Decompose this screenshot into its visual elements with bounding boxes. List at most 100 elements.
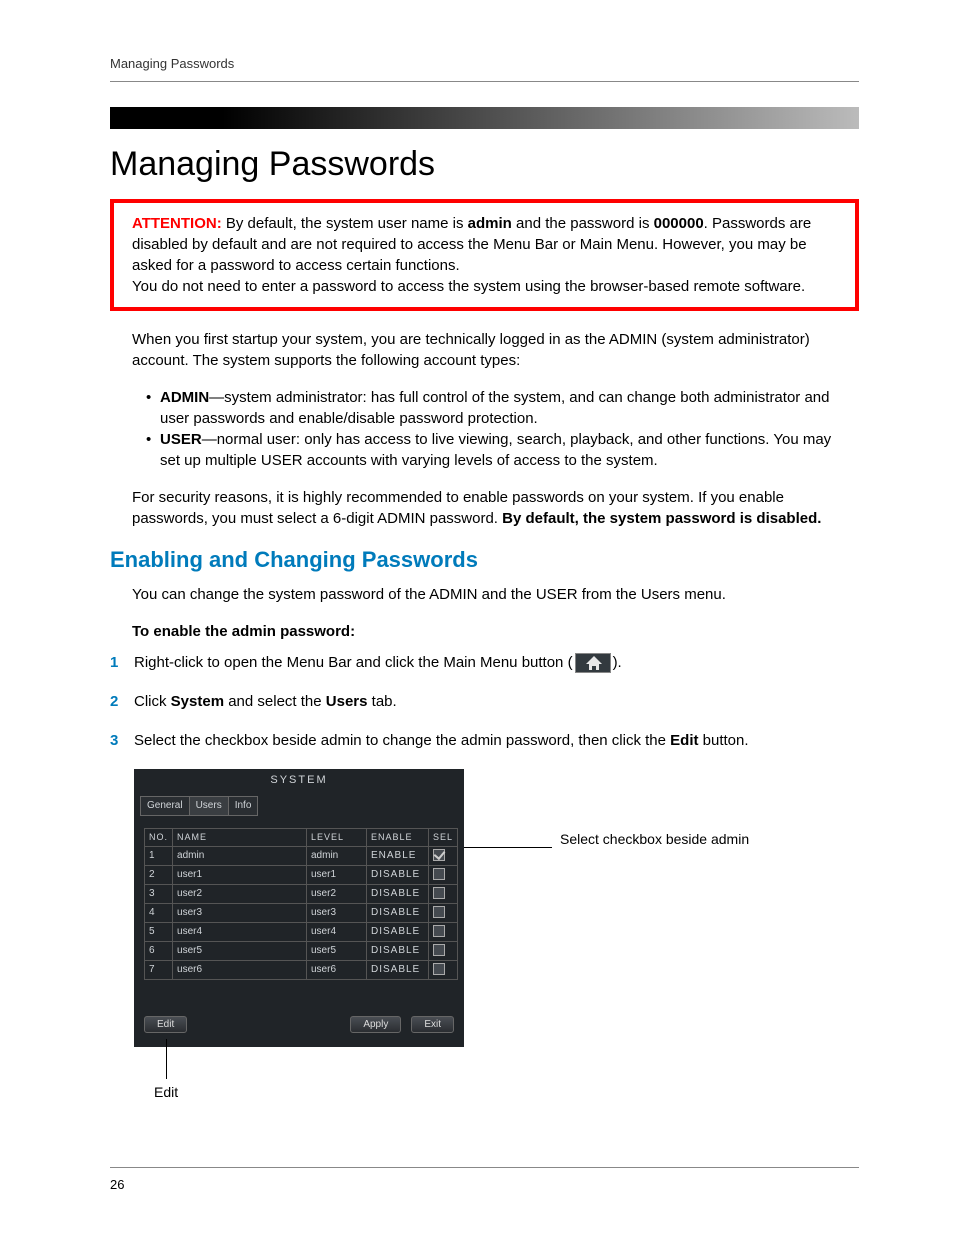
cell-enable: DISABLE (366, 866, 428, 885)
table-row: 1adminadminENABLE (145, 847, 458, 866)
list-item: • ADMIN—system administrator: has full c… (146, 387, 837, 429)
checkbox[interactable] (433, 944, 445, 956)
table-header-row: NO. NAME LEVEL ENABLE SEL (145, 829, 458, 847)
list-item: • USER—normal user: only has access to l… (146, 429, 837, 471)
step-text: ). (613, 654, 622, 671)
cell-no: 3 (145, 885, 173, 904)
step-text: Select the checkbox beside admin to chan… (134, 732, 670, 749)
cell-sel (428, 942, 457, 961)
cell-name: user4 (173, 923, 307, 942)
cell-no: 1 (145, 847, 173, 866)
cell-sel (428, 847, 457, 866)
checkbox[interactable] (433, 963, 445, 975)
bullet-text: —system administrator: has full control … (160, 389, 829, 427)
home-icon (575, 653, 611, 673)
step-bold: Edit (670, 732, 698, 749)
cell-name: user1 (173, 866, 307, 885)
cell-name: user3 (173, 904, 307, 923)
cell-name: user5 (173, 942, 307, 961)
col-name: NAME (173, 829, 307, 847)
figure-area: SYSTEM General Users Info NO. NAME LEVEL… (134, 769, 859, 1047)
apply-button[interactable]: Apply (350, 1016, 401, 1033)
account-type-list: • ADMIN—system administrator: has full c… (146, 387, 837, 471)
cell-enable: DISABLE (366, 904, 428, 923)
table-row: 4user3user3DISABLE (145, 904, 458, 923)
bullet-icon: • (146, 429, 160, 471)
step-text: and select the (224, 693, 326, 710)
step-bold: System (171, 693, 224, 710)
edit-callout: Edit (154, 1047, 859, 1107)
col-no: NO. (145, 829, 173, 847)
cell-level: user5 (306, 942, 366, 961)
cell-enable: ENABLE (366, 847, 428, 866)
step-text: button. (699, 732, 749, 749)
tab-general[interactable]: General (140, 796, 190, 816)
checkbox[interactable] (433, 906, 445, 918)
cell-level: user1 (306, 866, 366, 885)
checkbox[interactable] (433, 887, 445, 899)
cell-name: user6 (173, 961, 307, 980)
cell-sel (428, 885, 457, 904)
table-row: 6user5user5DISABLE (145, 942, 458, 961)
callout-line (166, 1039, 167, 1079)
checkbox[interactable] (433, 868, 445, 880)
col-sel: SEL (428, 829, 457, 847)
bullet-bold: ADMIN (160, 389, 209, 406)
bullet-text: —normal user: only has access to live vi… (160, 431, 831, 469)
security-bold: By default, the system password is disab… (502, 510, 821, 527)
step-number: 1 (110, 652, 134, 673)
bullet-bold: USER (160, 431, 202, 448)
dialog-tabs: General Users Info (134, 792, 464, 820)
tab-info[interactable]: Info (228, 796, 259, 816)
attention-label: ATTENTION: (132, 215, 222, 232)
col-enable: ENABLE (366, 829, 428, 847)
tab-users[interactable]: Users (189, 796, 229, 816)
checkbox[interactable] (433, 925, 445, 937)
cell-enable: DISABLE (366, 923, 428, 942)
checkbox[interactable] (433, 849, 445, 861)
attention-line2: You do not need to enter a password to a… (132, 276, 837, 297)
step-text: tab. (367, 693, 396, 710)
dialog-title: SYSTEM (134, 769, 464, 792)
cell-no: 4 (145, 904, 173, 923)
cell-sel (428, 904, 457, 923)
attention-text: By default, the system user name is (222, 215, 468, 232)
cell-no: 7 (145, 961, 173, 980)
attention-admin: admin (468, 215, 512, 232)
cell-level: user3 (306, 904, 366, 923)
attention-text2: and the password is (512, 215, 654, 232)
cell-level: user6 (306, 961, 366, 980)
edit-callout-label: Edit (154, 1083, 178, 1103)
cell-sel (428, 866, 457, 885)
attention-box: ATTENTION: By default, the system user n… (110, 199, 859, 311)
callout-right: Select checkbox beside admin (464, 769, 749, 1047)
cell-no: 2 (145, 866, 173, 885)
page-title: Managing Passwords (110, 141, 859, 189)
cell-name: admin (173, 847, 307, 866)
section-heading: Enabling and Changing Passwords (110, 545, 859, 576)
bullet-icon: • (146, 387, 160, 429)
step-1: 1 Right-click to open the Menu Bar and c… (110, 652, 859, 673)
edit-button[interactable]: Edit (144, 1016, 187, 1033)
step-3: 3 Select the checkbox beside admin to ch… (110, 730, 859, 751)
step-text: Click (134, 693, 171, 710)
cell-enable: DISABLE (366, 942, 428, 961)
callout-line (464, 847, 552, 848)
cell-level: admin (306, 847, 366, 866)
callout-text: Select checkbox beside admin (560, 830, 749, 850)
cell-sel (428, 923, 457, 942)
col-level: LEVEL (306, 829, 366, 847)
cell-no: 5 (145, 923, 173, 942)
cell-enable: DISABLE (366, 961, 428, 980)
to-enable-heading: To enable the admin password: (132, 621, 837, 642)
table-row: 3user2user2DISABLE (145, 885, 458, 904)
system-dialog: SYSTEM General Users Info NO. NAME LEVEL… (134, 769, 464, 1047)
security-paragraph: For security reasons, it is highly recom… (132, 487, 837, 529)
step-2: 2 Click System and select the Users tab. (110, 691, 859, 712)
users-table: NO. NAME LEVEL ENABLE SEL 1adminadminENA… (144, 828, 458, 980)
table-row: 7user6user6DISABLE (145, 961, 458, 980)
exit-button[interactable]: Exit (411, 1016, 454, 1033)
step-bold: Users (326, 693, 368, 710)
cell-no: 6 (145, 942, 173, 961)
cell-sel (428, 961, 457, 980)
